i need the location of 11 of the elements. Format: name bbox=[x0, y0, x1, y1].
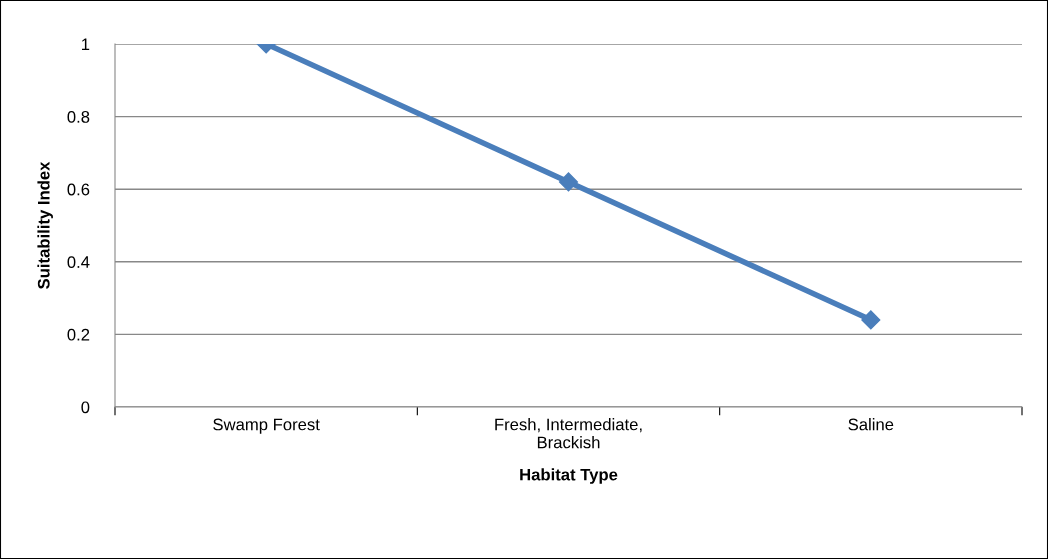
x-tick-label: Fresh, Intermediate, Brackish bbox=[495, 418, 642, 449]
y-tick-label: 0.6 bbox=[67, 183, 90, 196]
y-tick-label: 1 bbox=[82, 38, 90, 51]
y-tick-label: 0.4 bbox=[67, 256, 90, 268]
x-tick-label: Saline bbox=[848, 418, 894, 431]
y-tick-label: 0 bbox=[81, 401, 90, 414]
y-axis-title: Suitability Index bbox=[37, 161, 53, 289]
y-tick-label: 0.2 bbox=[67, 328, 90, 341]
y-tick-label: 0.8 bbox=[67, 111, 90, 123]
x-axis-title: Habitat Type bbox=[520, 468, 618, 484]
x-tick-label: Swamp Forest bbox=[213, 418, 320, 434]
